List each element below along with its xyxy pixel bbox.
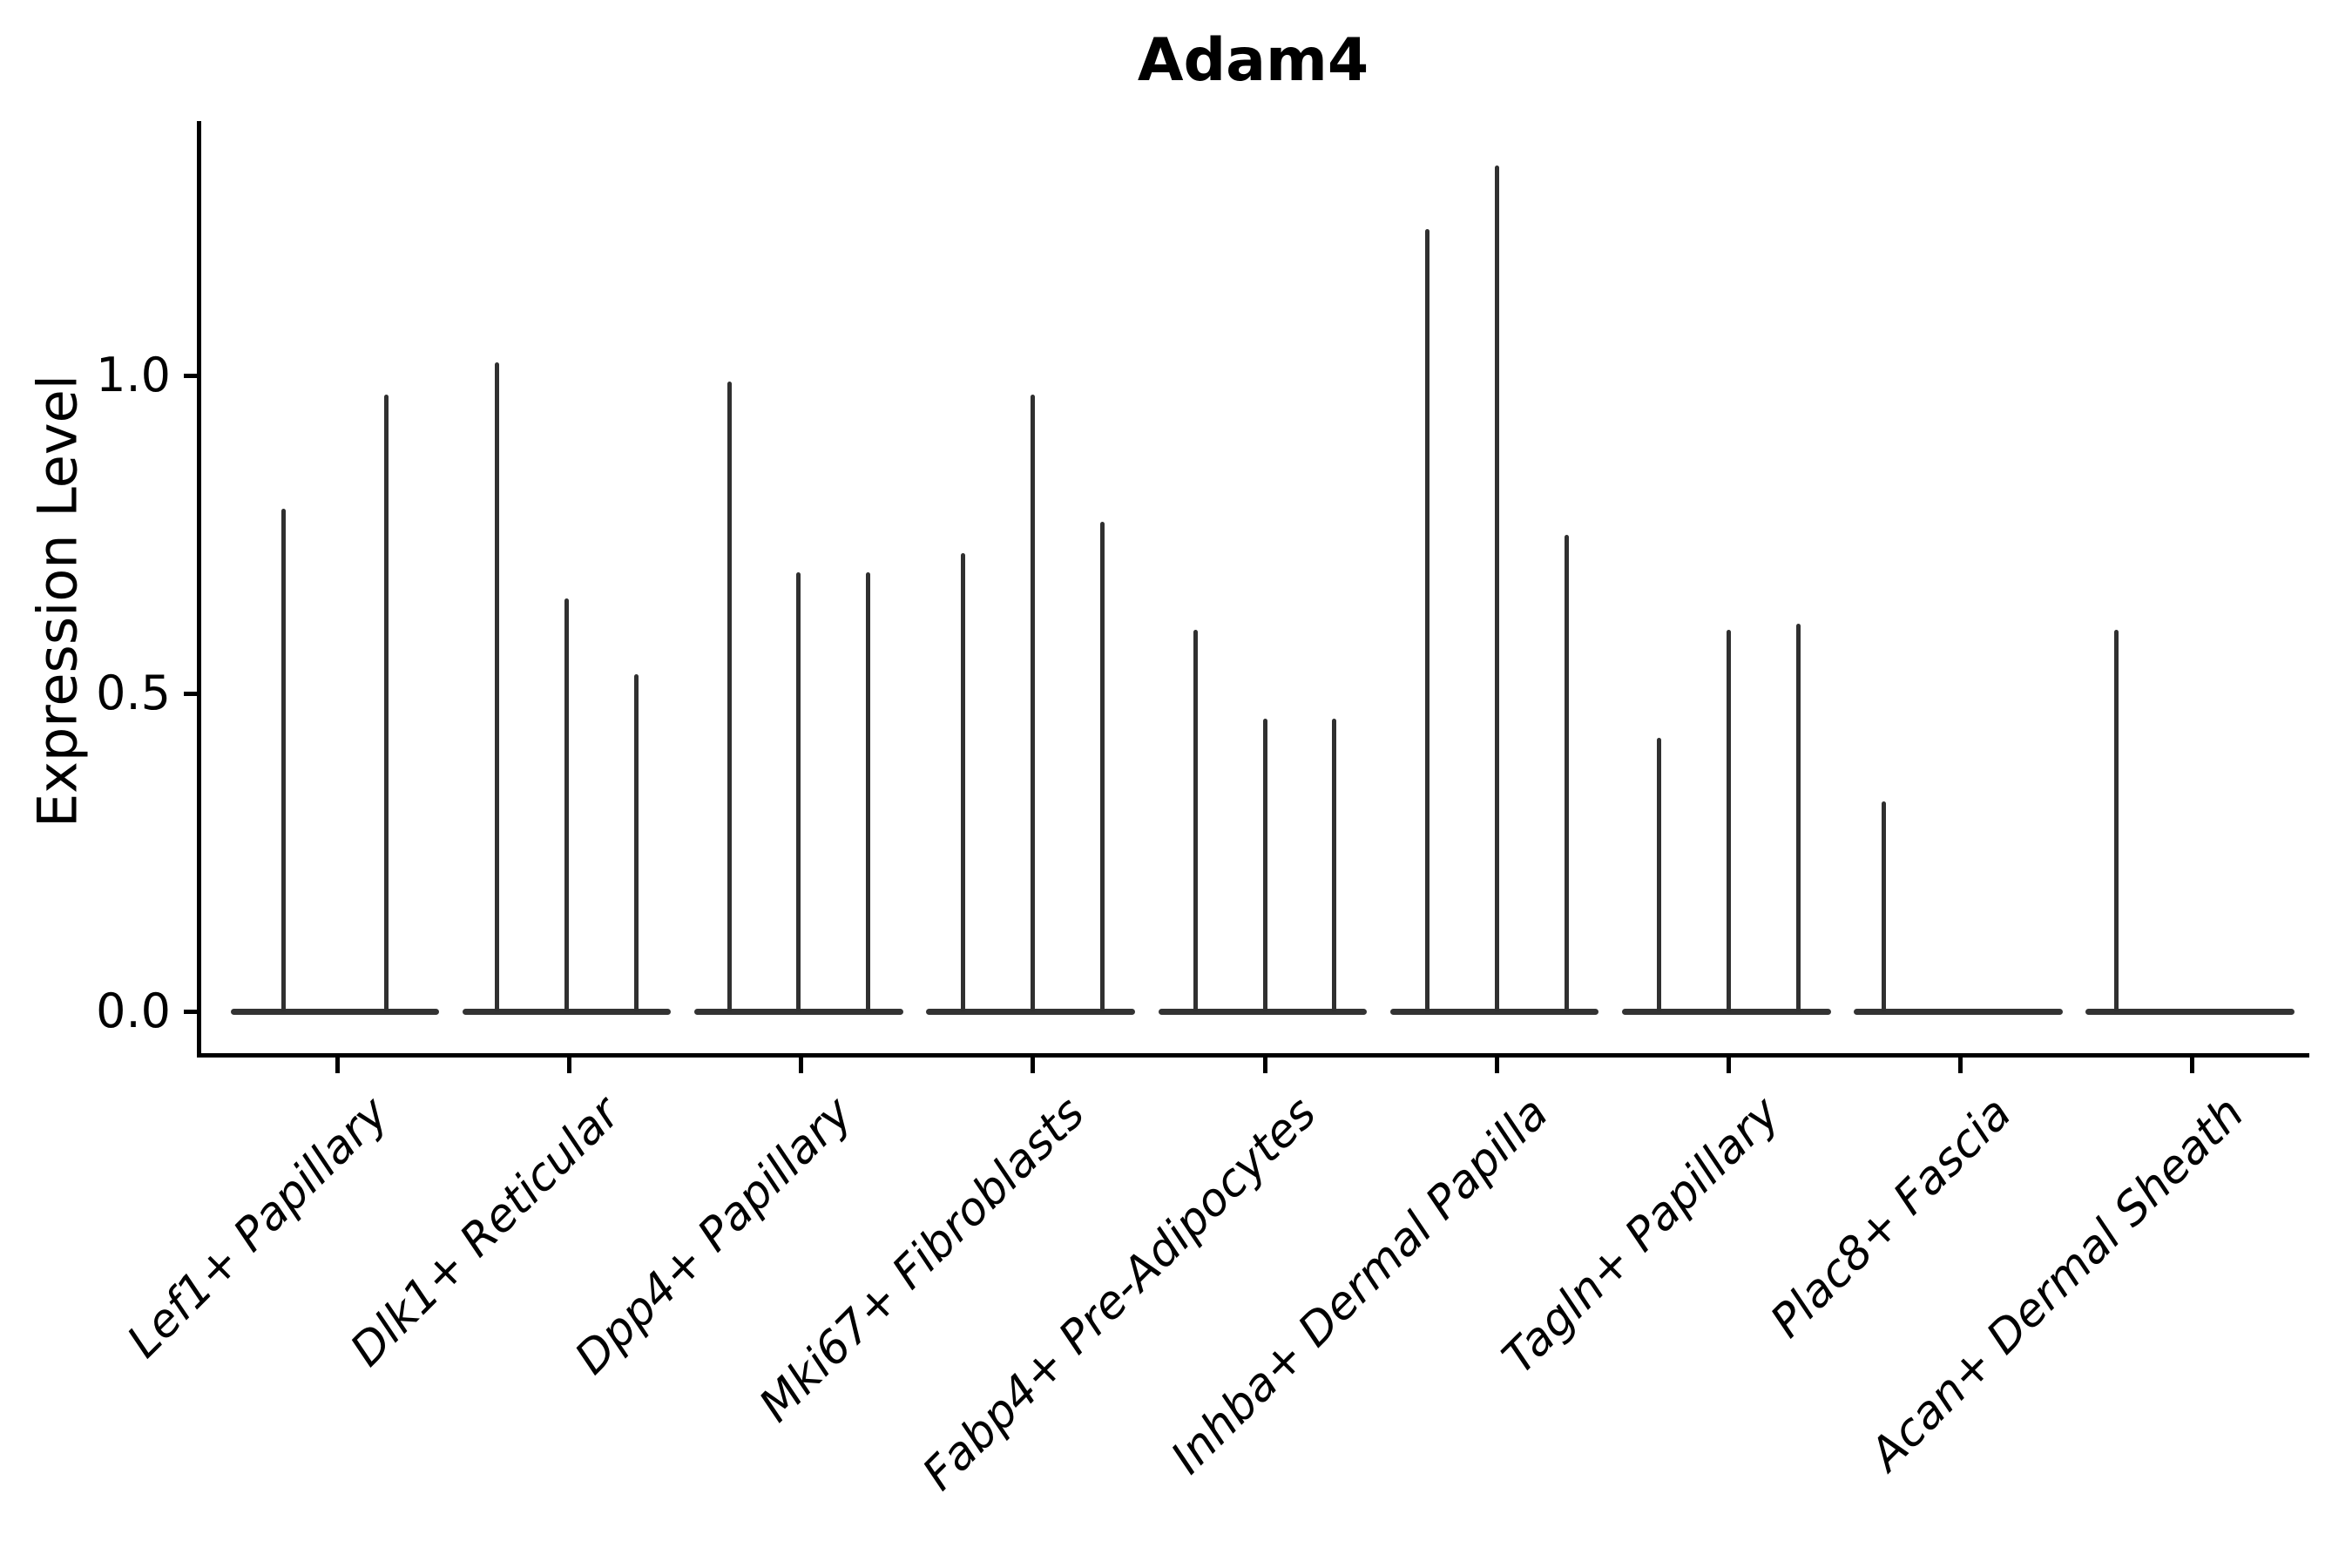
violin-spike <box>495 362 500 1011</box>
x-axis-spine <box>197 1053 2309 1058</box>
violin-spike <box>1882 801 1887 1011</box>
violin-spike <box>1494 166 1499 1011</box>
x-tick-mark <box>335 1058 340 1073</box>
violin-spike <box>866 572 871 1011</box>
violin-base <box>1158 1008 1368 1015</box>
violin-spike <box>961 553 966 1011</box>
violin-base <box>230 1008 440 1015</box>
violin-base <box>926 1008 1135 1015</box>
violin-spike <box>1726 630 1731 1011</box>
x-tick-label: Inhba+ Dermal Papilla <box>1160 1087 1558 1484</box>
y-axis-label: Expression Level <box>25 375 90 828</box>
violin-spike <box>727 382 732 1011</box>
violin-spike <box>1100 521 1105 1011</box>
x-tick-label: Acan+ Dermal Sheath <box>1860 1087 2254 1481</box>
violin-spike <box>383 394 389 1011</box>
violin-spike <box>1564 534 1569 1011</box>
x-tick-mark <box>1958 1058 1963 1073</box>
x-tick-mark <box>1031 1058 1036 1073</box>
x-tick-label: Plac8+ Fascia <box>1761 1087 2023 1348</box>
violin-spike <box>1332 719 1337 1011</box>
violin-spike <box>1424 229 1429 1011</box>
violin-base <box>1854 1008 2063 1015</box>
y-tick-label: 0.0 <box>96 983 171 1038</box>
x-tick-mark <box>1726 1058 1731 1073</box>
x-tick-label: Fabp4+ Pre-Adipocytes <box>912 1087 1327 1501</box>
violin-spike <box>1262 719 1267 1011</box>
y-tick-mark <box>184 1009 197 1014</box>
x-tick-mark <box>799 1058 804 1073</box>
y-tick-mark <box>184 373 197 378</box>
chart-title: Adam4 <box>1137 26 1369 95</box>
violin-spike <box>1031 394 1036 1011</box>
violin-spike <box>281 509 287 1011</box>
violin-base <box>462 1008 672 1015</box>
violin-base <box>1621 1008 1831 1015</box>
y-axis-spine <box>197 121 201 1058</box>
violin-spike <box>1795 623 1801 1011</box>
x-tick-mark <box>566 1058 571 1073</box>
violin-base <box>1389 1008 1599 1015</box>
violin-spike <box>634 674 639 1011</box>
y-tick-mark <box>184 691 197 696</box>
violin-spike <box>796 572 801 1011</box>
violin-base <box>2085 1008 2295 1015</box>
violin-spike <box>1193 630 1198 1011</box>
x-tick-mark <box>1262 1058 1267 1073</box>
x-tick-mark <box>1494 1058 1499 1073</box>
violin-spike <box>1657 738 1662 1011</box>
y-tick-label: 1.0 <box>96 348 171 402</box>
violin-spike <box>564 598 570 1011</box>
x-tick-mark <box>2190 1058 2195 1073</box>
y-tick-label: 0.5 <box>96 666 171 720</box>
violin-base <box>694 1008 903 1015</box>
violin-spike <box>2113 630 2119 1011</box>
